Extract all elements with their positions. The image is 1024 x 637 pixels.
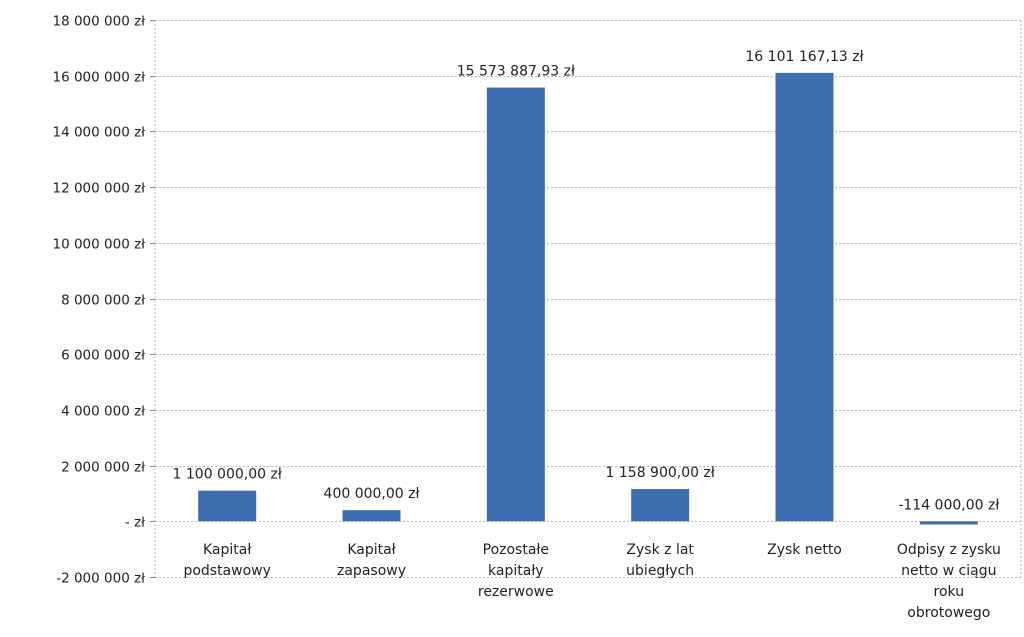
category-label: Zysk netto xyxy=(767,542,842,558)
data-labels: 1 100 000,00 zł 400 000,00 zł 15 573 887,9… xyxy=(173,49,1000,513)
data-label: -114 000,00 zł xyxy=(898,497,999,513)
bar xyxy=(919,521,978,525)
y-tick-label: 18 000 000 zł xyxy=(52,14,145,30)
y-axis: 18 000 000 zł 16 000 000 zł 14 000 000 zł 1… xyxy=(52,14,155,587)
y-tick-label: 10 000 000 zł xyxy=(52,237,145,253)
y-tick-label: 4 000 000 zł xyxy=(61,404,145,420)
category-label: Pozostałe kapitały rezerwowe xyxy=(478,542,554,600)
y-tick-label: -2 000 000 zł xyxy=(56,571,145,587)
gridlines xyxy=(154,20,1022,578)
data-label: 400 000,00 zł xyxy=(324,486,420,502)
y-tick-label: 8 000 000 zł xyxy=(61,293,145,309)
bar xyxy=(342,510,401,522)
category-label: Zysk z lat ubiegłych xyxy=(626,542,694,579)
data-label: 16 101 167,13 zł xyxy=(745,49,863,65)
bar xyxy=(631,489,690,522)
y-tick-label: 12 000 000 zł xyxy=(52,181,145,197)
y-tick-label: 14 000 000 zł xyxy=(52,125,145,141)
y-tick-label: 6 000 000 zł xyxy=(61,348,145,364)
category-labels: Kapitał podstawowy Kapitał zapasowy Pozostał… xyxy=(183,542,1000,621)
bar xyxy=(198,490,257,522)
bars xyxy=(198,72,978,525)
y-tick-label: 16 000 000 zł xyxy=(52,70,145,86)
data-label: 15 573 887,93 zł xyxy=(457,64,575,80)
data-label: 1 100 000,00 zł xyxy=(173,467,282,483)
bar xyxy=(486,87,545,522)
bar xyxy=(775,72,834,522)
y-tick-label: - zł xyxy=(125,515,145,531)
category-label: Kapitał zapasowy xyxy=(337,542,406,579)
y-tick-label: 2 000 000 zł xyxy=(61,460,145,476)
category-label: Kapitał podstawowy xyxy=(183,542,270,579)
data-label: 1 158 900,00 zł xyxy=(606,465,715,481)
category-label: Odpisy z zysku netto w ciągu roku obrotoweg… xyxy=(897,542,1001,621)
